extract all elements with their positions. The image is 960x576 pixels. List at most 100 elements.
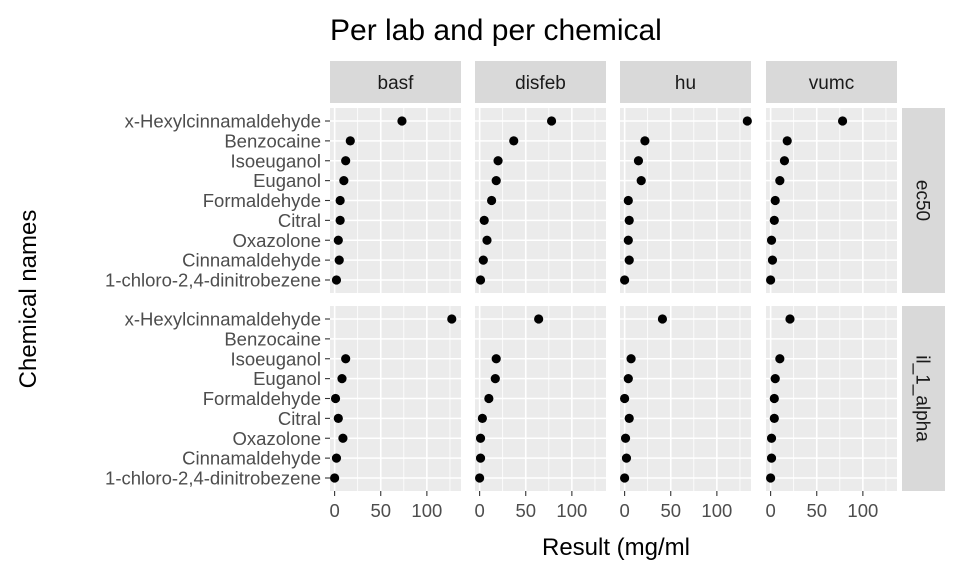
point-oxazolone: [766, 235, 777, 245]
point-formaldehyde: [335, 195, 345, 206]
point-oxazolone: [623, 235, 633, 245]
y-tick-label: Benzocaine: [224, 130, 321, 151]
point-cinnamaldehyde: [478, 255, 488, 265]
point-benzocaine: [782, 136, 792, 146]
point-1-chloro-2-4-dinitrobezene: [766, 473, 776, 483]
y-tick-label: Oxazolone: [233, 230, 321, 251]
strip-hu: [620, 61, 751, 103]
x-tick-label: 100: [847, 500, 878, 521]
point-formaldehyde: [769, 393, 779, 404]
point-isoeuganol: [633, 156, 644, 166]
point-citral: [624, 215, 634, 225]
point-oxazolone: [338, 433, 348, 443]
point-1-chloro-2-4-dinitrobezene: [766, 275, 776, 285]
point-x-hexylcinnamaldehyde: [837, 116, 848, 126]
point-cinnamaldehyde: [334, 255, 344, 265]
y-tick-label: Benzocaine: [224, 328, 321, 349]
panel-disfeb-ec50: [475, 108, 606, 293]
panel-basf-il-1-alpha: [330, 306, 461, 491]
point-x-hexylcinnamaldehyde: [657, 314, 668, 324]
point-1-chloro-2-4-dinitrobezene: [475, 275, 486, 285]
point-citral: [769, 413, 779, 423]
point-isoeuganol: [775, 354, 785, 364]
panel-hu-ec50: [620, 108, 752, 293]
point-formaldehyde: [484, 393, 494, 404]
y-tick-label: Cinnamaldehyde: [182, 250, 321, 271]
y-tick-label: 1-chloro-2,4-dinitrobezene: [105, 270, 321, 291]
point-citral: [333, 413, 343, 423]
facet-panels: [330, 108, 897, 491]
x-tick-label: 0: [619, 500, 629, 521]
chart-title: Per lab and per chemical: [330, 14, 662, 47]
point-citral: [624, 413, 634, 423]
point-benzocaine: [345, 136, 355, 146]
y-tick-label: Isoeuganol: [230, 348, 321, 369]
point-x-hexylcinnamaldehyde: [785, 314, 795, 324]
point-x-hexylcinnamaldehyde: [546, 116, 557, 126]
point-x-hexylcinnamaldehyde: [742, 116, 752, 126]
y-tick-label: Oxazolone: [233, 428, 321, 449]
y-axis: x-HexylcinnamaldehydeBenzocaineIsoeugano…: [105, 111, 330, 489]
y-tick-label: Cinnamaldehyde: [182, 448, 321, 469]
x-axis-title: Result (mg/ml: [542, 534, 690, 561]
strip-label-il-1-alpha: il_1_alpha: [912, 355, 933, 442]
x-tick-label: 0: [765, 500, 775, 521]
panel-vumc-il-1-alpha: [766, 306, 897, 491]
panel-disfeb-il-1-alpha: [475, 306, 606, 491]
point-isoeuganol: [491, 354, 501, 364]
x-tick-label: 0: [329, 500, 339, 521]
point-citral: [479, 215, 489, 225]
point-isoeuganol: [341, 156, 351, 166]
strip-label-hu: hu: [675, 73, 696, 94]
strip-ec50: [902, 108, 945, 293]
point-isoeuganol: [626, 354, 636, 364]
x-tick-label: 50: [806, 500, 827, 521]
point-citral: [335, 215, 345, 225]
point-euganol: [623, 374, 633, 384]
point-euganol: [491, 176, 501, 186]
point-formaldehyde: [770, 195, 780, 206]
point-euganol: [339, 176, 349, 186]
point-1-chloro-2-4-dinitrobezene: [330, 473, 340, 483]
point-benzocaine: [640, 136, 650, 146]
x-tick-label: 50: [370, 500, 391, 521]
x-tick-label: 100: [411, 500, 442, 521]
point-euganol: [775, 176, 785, 186]
point-x-hexylcinnamaldehyde: [447, 314, 457, 324]
x-tick-label: 50: [515, 500, 536, 521]
point-isoeuganol: [779, 156, 790, 166]
strip-label-disfeb: disfeb: [515, 73, 566, 94]
x-axis: 0 50 100 0 50 100 0 50 100 0 50 100: [329, 491, 878, 521]
strip-label-basf: basf: [378, 73, 415, 94]
y-tick-label: x-Hexylcinnamaldehyde: [125, 309, 321, 330]
point-x-hexylcinnamaldehyde: [534, 314, 544, 324]
point-euganol: [636, 176, 646, 186]
point-citral: [477, 413, 487, 423]
point-formaldehyde: [330, 393, 341, 404]
point-euganol: [490, 374, 500, 384]
point-euganol: [337, 374, 347, 384]
panel-basf-ec50: [330, 108, 461, 293]
point-cinnamaldehyde: [767, 255, 778, 265]
y-tick-label: Formaldehyde: [203, 190, 321, 211]
y-tick-label: Euganol: [253, 170, 321, 191]
point-cinnamaldehyde: [766, 453, 777, 463]
point-1-chloro-2-4-dinitrobezene: [331, 275, 342, 285]
y-tick-label: Isoeuganol: [230, 150, 321, 171]
panel-hu-il-1-alpha: [620, 306, 751, 491]
strip-basf: [330, 61, 461, 103]
point-cinnamaldehyde: [331, 453, 342, 463]
y-tick-label: Citral: [278, 408, 321, 429]
facet-strips: basf disfeb hu vumc ec50 il_1_alpha: [330, 61, 945, 491]
x-tick-label: 100: [556, 500, 587, 521]
point-x-hexylcinnamaldehyde: [397, 116, 407, 126]
x-tick-label: 100: [701, 500, 732, 521]
point-oxazolone: [333, 235, 343, 245]
y-tick-label: x-Hexylcinnamaldehyde: [125, 111, 321, 132]
x-tick-label: 50: [660, 500, 681, 521]
point-benzocaine: [509, 136, 519, 146]
point-oxazolone: [620, 433, 631, 443]
point-isoeuganol: [493, 156, 503, 166]
y-tick-label: Citral: [278, 210, 321, 231]
point-formaldehyde: [620, 393, 630, 404]
